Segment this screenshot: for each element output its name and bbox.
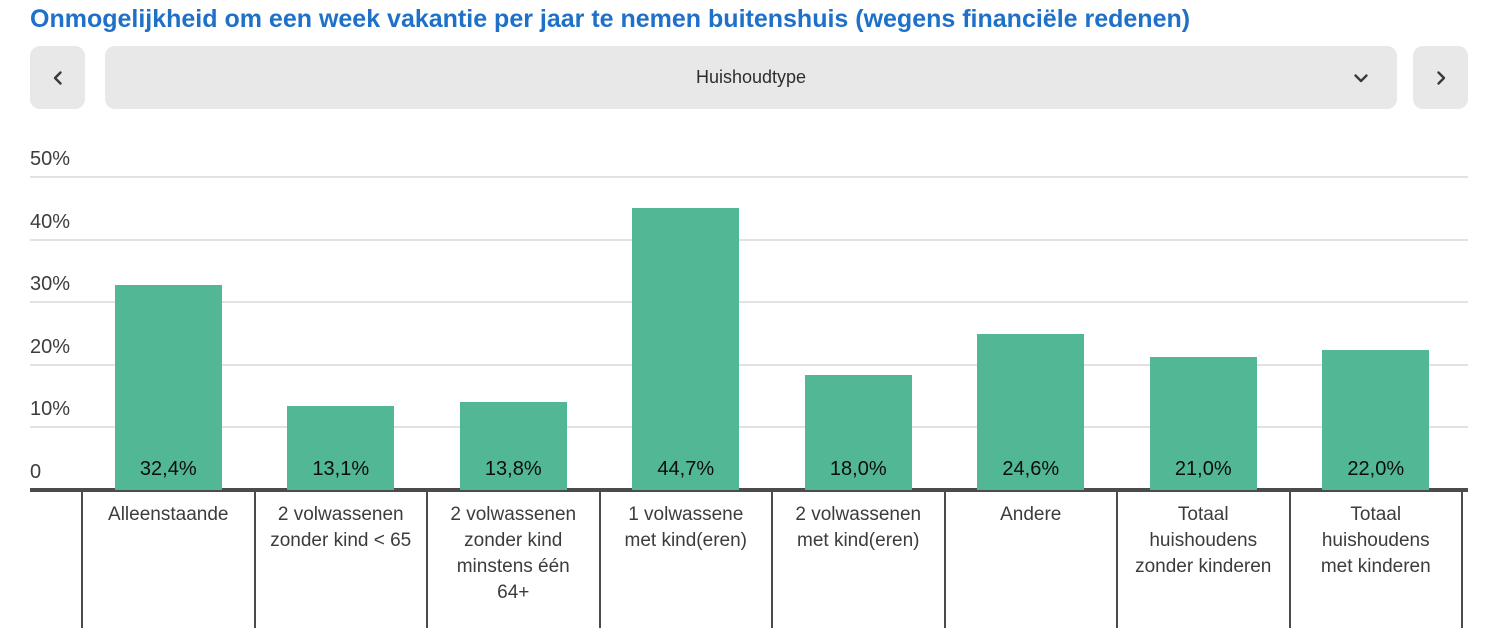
chevron-right-icon bbox=[1429, 66, 1453, 90]
chart-bar[interactable] bbox=[804, 375, 912, 490]
y-gridline bbox=[30, 363, 1468, 366]
category-divider bbox=[253, 492, 256, 628]
y-gridline bbox=[30, 176, 1468, 178]
chart-bar[interactable] bbox=[459, 401, 567, 490]
category-divider bbox=[1288, 492, 1291, 628]
y-gridline bbox=[30, 426, 1468, 429]
x-axis-baseline bbox=[30, 488, 1468, 492]
chart-bar[interactable] bbox=[632, 208, 740, 490]
bar-value-label: 21,0% bbox=[1174, 458, 1232, 480]
y-axis-tick-label: 30% bbox=[30, 273, 71, 296]
category-divider bbox=[1461, 492, 1463, 628]
prev-dimension-button[interactable] bbox=[30, 46, 85, 109]
x-axis-category-label: 2 volwassenen zonder kind minstens één 6… bbox=[450, 504, 577, 603]
y-axis-tick-label: 0 bbox=[30, 461, 42, 483]
x-axis-category-label: Totaal huishoudens zonder kinderen bbox=[1135, 504, 1272, 577]
x-axis-category-label: 2 volwassenen zonder kind < 65 bbox=[270, 504, 412, 551]
bar-value-label: 13,8% bbox=[484, 458, 542, 480]
bar-value-label: 32,4% bbox=[139, 458, 197, 480]
y-gridline bbox=[30, 301, 1468, 304]
bar-value-label: 22,0% bbox=[1347, 458, 1405, 480]
dimension-dropdown[interactable]: Huishoudtype bbox=[105, 46, 1397, 109]
bar-value-label: 18,0% bbox=[829, 458, 887, 480]
x-axis-category-label: Andere bbox=[1000, 504, 1062, 525]
y-axis-tick-label: 50% bbox=[30, 148, 71, 170]
y-axis-tick-label: 20% bbox=[30, 335, 71, 358]
category-divider bbox=[771, 492, 773, 628]
category-divider bbox=[943, 492, 946, 628]
chart-bar[interactable] bbox=[1149, 356, 1257, 490]
chevron-down-icon bbox=[1349, 66, 1373, 90]
dimension-dropdown-value: Huishoudtype bbox=[695, 67, 807, 87]
x-axis-category-label: Totaal huishoudens met kinderen bbox=[1320, 504, 1431, 577]
bar-value-label: 44,7% bbox=[657, 458, 715, 480]
category-divider bbox=[426, 492, 428, 628]
y-axis-tick-label: 10% bbox=[30, 398, 71, 421]
next-dimension-button[interactable] bbox=[1413, 46, 1468, 109]
chart-bar[interactable] bbox=[977, 334, 1085, 490]
x-axis-category-label: 2 volwassenen met kind(eren) bbox=[795, 504, 922, 551]
chart-bar[interactable] bbox=[114, 285, 222, 490]
bar-value-label: 13,1% bbox=[312, 458, 370, 480]
chart-bar[interactable] bbox=[1322, 350, 1430, 490]
chevron-left-icon bbox=[46, 66, 70, 90]
y-axis-tick-label: 40% bbox=[30, 210, 71, 233]
category-divider bbox=[598, 492, 601, 628]
x-axis-category-label: 1 volwassene met kind(eren) bbox=[624, 504, 748, 551]
chart-bar[interactable] bbox=[287, 405, 395, 490]
x-axis-category-label: Alleenstaande bbox=[108, 504, 229, 525]
y-gridline bbox=[30, 238, 1468, 241]
page-title: Onmogelijkheid om een week vakantie per … bbox=[30, 5, 1191, 33]
category-divider bbox=[1116, 492, 1118, 628]
category-divider bbox=[81, 492, 83, 628]
bar-value-label: 24,6% bbox=[1002, 458, 1060, 480]
